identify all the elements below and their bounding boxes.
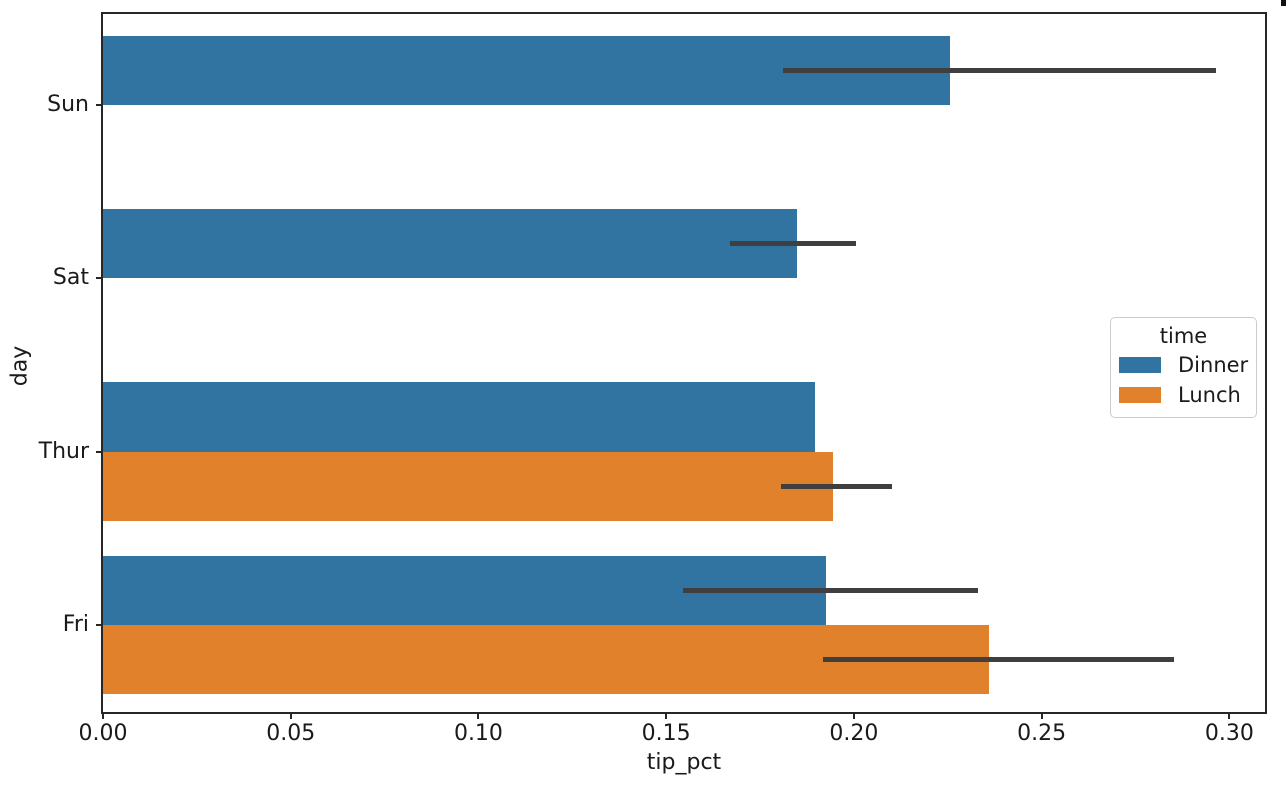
legend-label: Lunch: [1178, 383, 1241, 407]
x-tick: [289, 712, 292, 719]
x-tick: [1040, 712, 1043, 719]
legend: time Dinner Lunch: [1110, 317, 1257, 418]
y-tick-label: Sat: [52, 265, 89, 291]
legend-label: Dinner: [1178, 353, 1249, 377]
x-tick-label: 0.10: [453, 721, 503, 746]
bar-sat-dinner: [103, 209, 797, 279]
x-tick: [477, 712, 480, 719]
legend-swatch-lunch: [1119, 387, 1161, 403]
x-tick-label: 0.20: [829, 721, 879, 746]
plot-area: [101, 12, 1267, 714]
x-tick-label: 0.30: [1204, 721, 1254, 746]
y-tick: [96, 277, 103, 280]
legend-entry-lunch: Lunch: [1111, 380, 1256, 410]
errorbar-sat-dinner: [729, 241, 856, 247]
legend-swatch-dinner: [1119, 357, 1161, 373]
x-tick: [852, 712, 855, 719]
y-tick: [96, 104, 103, 106]
x-tick: [665, 712, 668, 719]
errorbar-sun-dinner: [782, 67, 1217, 73]
x-tick-label: 0.00: [78, 721, 128, 746]
legend-entry-dinner: Dinner: [1111, 350, 1256, 380]
errorbar-fri-lunch: [822, 657, 1174, 663]
y-tick-label: Fri: [62, 611, 89, 637]
x-tick-label: 0.15: [641, 721, 691, 746]
x-axis-title: tip_pct: [646, 750, 722, 775]
errorbar-fri-dinner: [683, 587, 978, 593]
x-tick: [1228, 712, 1231, 719]
top-right-artifact: [1281, 0, 1286, 6]
legend-title: time: [1159, 324, 1208, 348]
errorbar-thur-lunch: [781, 483, 892, 489]
x-tick-label: 0.05: [266, 721, 316, 746]
y-tick-label: Thur: [38, 438, 89, 464]
bar-thur-lunch: [103, 451, 833, 521]
y-tick-label: Sun: [47, 92, 89, 117]
y-tick: [96, 450, 103, 453]
bar-thur-dinner: [103, 382, 815, 452]
x-tick-label: 0.25: [1017, 721, 1067, 746]
x-tick: [102, 712, 104, 719]
y-tick: [96, 623, 103, 626]
legend-entries: Dinner Lunch: [1111, 350, 1256, 410]
y-axis-title: day: [7, 345, 33, 387]
